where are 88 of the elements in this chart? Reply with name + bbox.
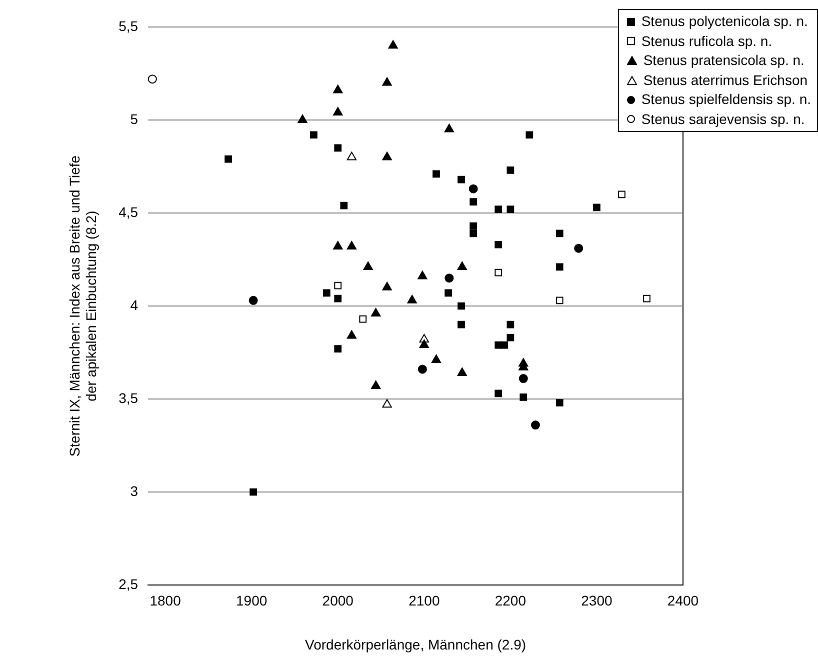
point [322, 289, 330, 297]
point [382, 282, 392, 290]
x-tick-label: 1800 [150, 592, 182, 608]
y-axis-title: Sternit IX, Männchen: Index aus Breite und Tiefe der apikalen Einbuchtung (8.2) [66, 155, 100, 457]
y-tick-label: 4 [130, 296, 138, 313]
point [618, 190, 626, 198]
point [148, 74, 157, 84]
point [333, 240, 343, 250]
point [407, 294, 417, 304]
point [593, 204, 600, 212]
y-tick-label: 4,5 [118, 204, 138, 220]
point [310, 131, 318, 139]
point [506, 206, 514, 213]
point [518, 374, 528, 384]
x-tick-label: 2200 [494, 592, 526, 608]
point [371, 380, 381, 389]
point [346, 330, 357, 339]
point [371, 308, 381, 316]
point [457, 367, 467, 376]
point [494, 268, 502, 276]
x-tick-label: 2400 [667, 592, 699, 608]
point [556, 263, 564, 271]
point [224, 155, 232, 163]
point [468, 184, 478, 194]
point [388, 40, 398, 49]
point [248, 296, 258, 305]
x-tick-label: 2000 [322, 592, 354, 608]
point [431, 354, 442, 363]
point [298, 114, 308, 123]
point [470, 230, 478, 238]
point [494, 240, 502, 248]
x-axis-title: Vorderkörperlänge, Männchen (2.9) [305, 636, 526, 652]
x-tick-label: 2100 [408, 592, 440, 608]
point [333, 107, 343, 116]
point [382, 77, 392, 86]
point [526, 131, 534, 139]
point [643, 294, 650, 302]
point [419, 340, 429, 348]
point [556, 399, 564, 406]
point [470, 222, 478, 230]
point [346, 152, 357, 160]
point [494, 206, 502, 213]
point [333, 84, 343, 94]
point [506, 166, 514, 174]
point [470, 198, 478, 206]
point [506, 320, 514, 328]
legend-label: Stenus aterrimus Erichson [643, 70, 808, 90]
point [458, 320, 465, 328]
point [432, 170, 440, 178]
point [334, 345, 342, 352]
point [363, 261, 373, 270]
point [556, 230, 564, 238]
point [334, 144, 342, 152]
legend-label: Stenus polyctenicola sp. n. [641, 12, 808, 31]
point [574, 244, 584, 253]
y-tick-label: 5 [130, 110, 138, 127]
point [530, 420, 540, 430]
y-tick-label: 3 [130, 482, 138, 499]
point [520, 393, 528, 401]
point [444, 274, 454, 283]
point [556, 296, 564, 304]
point [500, 341, 508, 349]
legend-label: Stenus ruficola sp. n. [641, 32, 772, 51]
legend-label: Stenus spielfeldensis sp. n. [641, 90, 811, 109]
point [444, 289, 452, 297]
point [334, 282, 342, 290]
point [457, 261, 467, 270]
point [458, 176, 465, 184]
point [359, 315, 367, 323]
legend-label: Stenus pratensicola sp. n. [643, 51, 804, 70]
y-tick-label: 2,5 [118, 576, 138, 592]
point [418, 364, 427, 374]
x-tick-label: 2300 [581, 592, 612, 608]
y-tick-label: 3,5 [118, 390, 138, 406]
point [346, 240, 357, 250]
point [382, 152, 392, 160]
x-tick-label: 1900 [236, 592, 268, 608]
point [334, 294, 342, 302]
point [458, 302, 465, 310]
point [340, 202, 348, 210]
point [506, 334, 514, 342]
legend-label: Stenus sarajevensis sp. n. [641, 110, 805, 129]
point [382, 399, 392, 408]
y-tick-label: 5,5 [118, 18, 138, 34]
point [444, 124, 454, 132]
point [494, 390, 502, 398]
point [250, 488, 258, 496]
point [418, 270, 428, 280]
